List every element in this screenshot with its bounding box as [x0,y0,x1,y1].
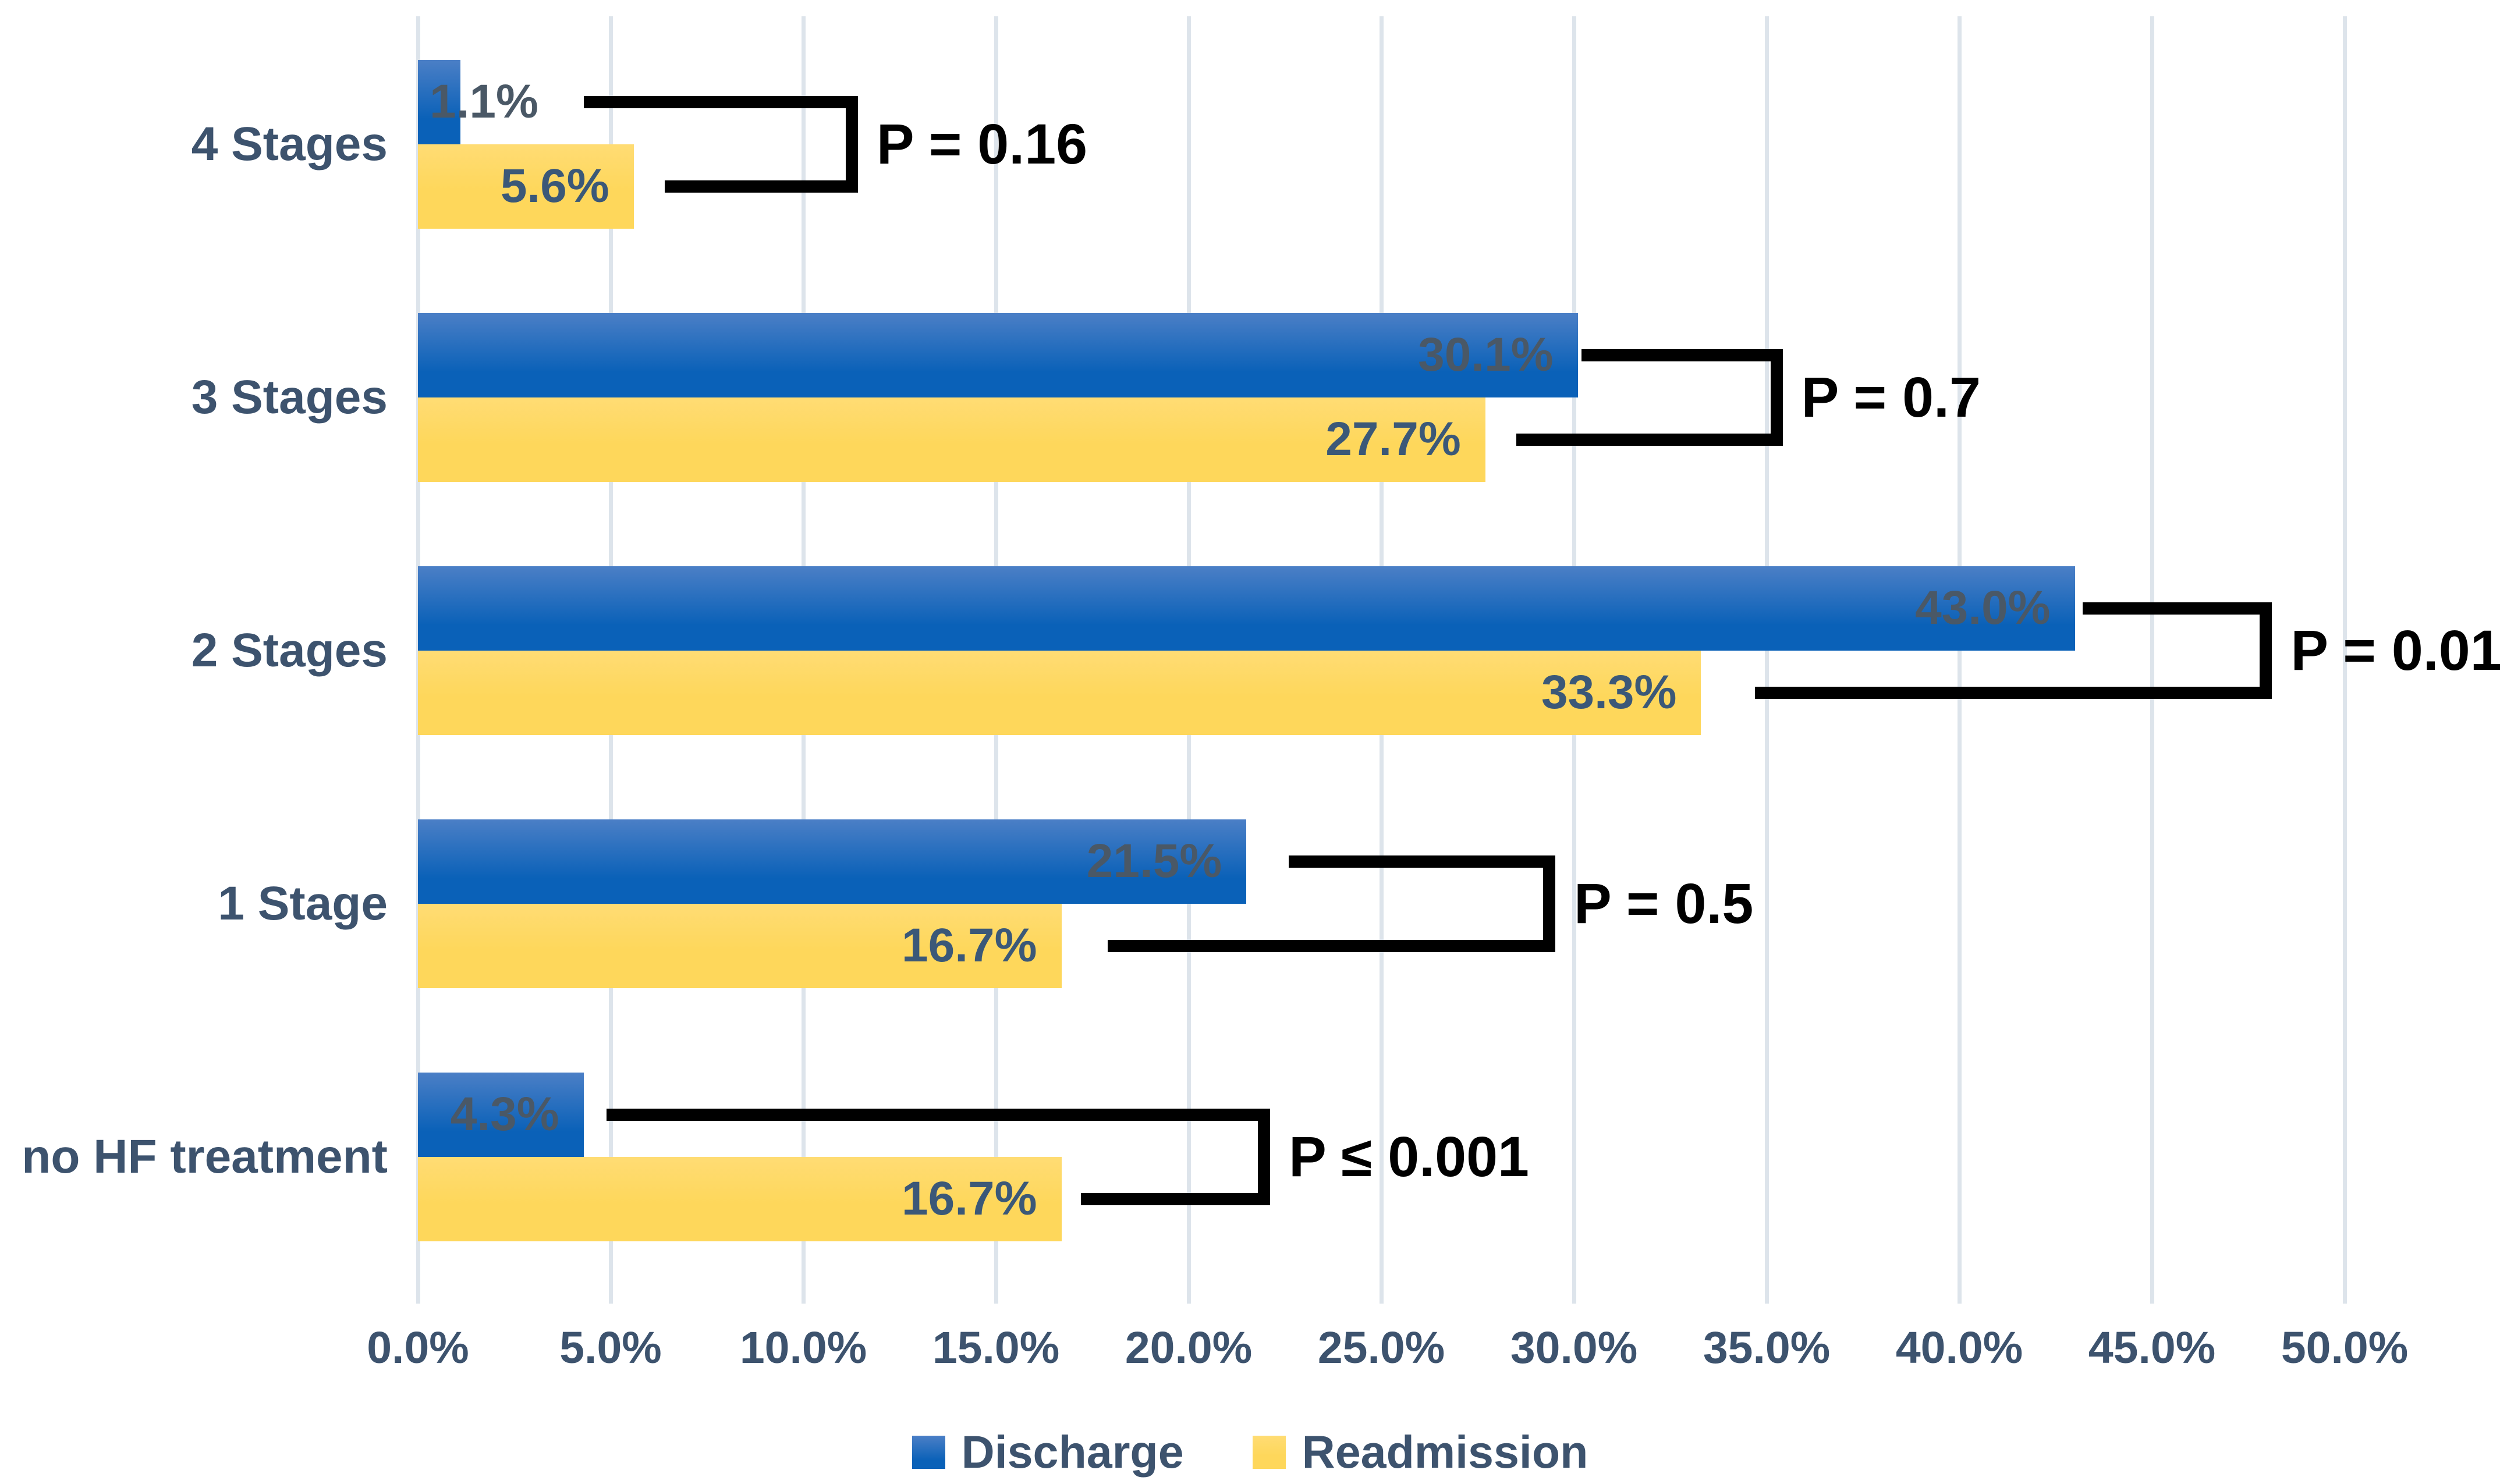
bar-discharge-4-stages [418,60,460,144]
value-label-readmission-no-hf-treatment: 16.7% [902,1172,1037,1225]
bar-readmission-1-stage [418,904,1062,988]
legend: Discharge Readmission [0,1423,2500,1481]
category-label-4-stages: 4 Stages [191,118,388,171]
x-tick-label: 40.0% [1895,1323,2023,1373]
bar-discharge-2-stages [418,566,2075,651]
legend-label-discharge: Discharge [961,1426,1184,1478]
legend-swatch-discharge-icon [912,1435,945,1469]
pvalue-label-3-stages: P = 0.7 [1801,365,1981,429]
bracket-bottom-arm-3-stages [1516,433,1783,446]
x-tick-label: 25.0% [1317,1323,1445,1373]
bar-readmission-no-hf-treatment [418,1157,1062,1241]
x-tick-label: 35.0% [1703,1323,1831,1373]
category-label-no-hf-treatment: no HF treatment [22,1130,388,1183]
gridline [2343,16,2347,1304]
value-label-discharge-no-hf-treatment: 4.3% [450,1088,559,1141]
bar-discharge-1-stage [418,819,1247,904]
pvalue-label-1-stage: P = 0.5 [1574,872,1754,935]
legend-item-readmission: Readmission [1252,1423,1588,1481]
bracket-stem-3-stages [1770,349,1783,446]
value-label-discharge-3-stages: 30.1% [1418,328,1554,381]
bracket-stem-1-stage [1543,855,1556,952]
bracket-top-arm-no-hf-treatment [607,1108,1271,1121]
value-label-readmission-2-stages: 33.3% [1541,666,1677,719]
bracket-bottom-arm-4-stages [664,180,858,193]
x-tick-label: 5.0% [559,1323,662,1373]
bracket-bottom-arm-1-stage [1107,939,1556,952]
category-label-3-stages: 3 Stages [191,371,388,424]
bracket-bottom-arm-2-stages [1755,686,2272,699]
bracket-stem-no-hf-treatment [1258,1108,1271,1205]
bracket-top-arm-1-stage [1289,855,1556,868]
bracket-stem-2-stages [2260,602,2272,699]
bracket-stem-4-stages [845,95,858,193]
gridline [2150,16,2154,1304]
bracket-bottom-arm-no-hf-treatment [1080,1192,1271,1205]
pvalue-label-2-stages: P = 0.01 [2290,619,2500,682]
value-label-readmission-3-stages: 27.7% [1325,413,1461,466]
x-tick-label: 50.0% [2281,1323,2409,1373]
legend-item-discharge: Discharge [912,1423,1184,1481]
bar-discharge-no-hf-treatment [418,1073,584,1157]
x-tick-label: 0.0% [367,1323,469,1373]
x-tick-label: 20.0% [1125,1323,1253,1373]
bar-readmission-2-stages [418,651,1701,735]
x-tick-label: 15.0% [932,1323,1060,1373]
pvalue-label-4-stages: P = 0.16 [876,112,1088,176]
x-tick-label: 45.0% [2088,1323,2216,1373]
gridline [1765,16,1769,1304]
value-label-readmission-1-stage: 16.7% [902,919,1037,972]
pvalue-label-no-hf-treatment: P ≤ 0.001 [1289,1125,1529,1188]
value-label-discharge-2-stages: 43.0% [1915,581,2051,634]
bar-discharge-3-stages [418,313,1578,397]
bar-readmission-4-stages [418,144,634,229]
value-label-discharge-4-stages: 1.1% [430,75,538,128]
value-label-readmission-4-stages: 5.6% [500,159,609,212]
bracket-top-arm-2-stages [2082,602,2272,615]
gridline [1958,16,1962,1304]
category-label-2-stages: 2 Stages [191,624,388,677]
value-label-discharge-1-stage: 21.5% [1086,835,1222,887]
x-tick-label: 10.0% [739,1323,867,1373]
legend-swatch-readmission-icon [1252,1435,1286,1469]
bracket-top-arm-3-stages [1581,349,1783,361]
bar-readmission-3-stages [418,397,1485,482]
category-label-1-stage: 1 Stage [218,877,388,930]
legend-label-readmission: Readmission [1302,1426,1588,1478]
x-tick-label: 30.0% [1510,1323,1638,1373]
bracket-top-arm-4-stages [583,95,858,108]
